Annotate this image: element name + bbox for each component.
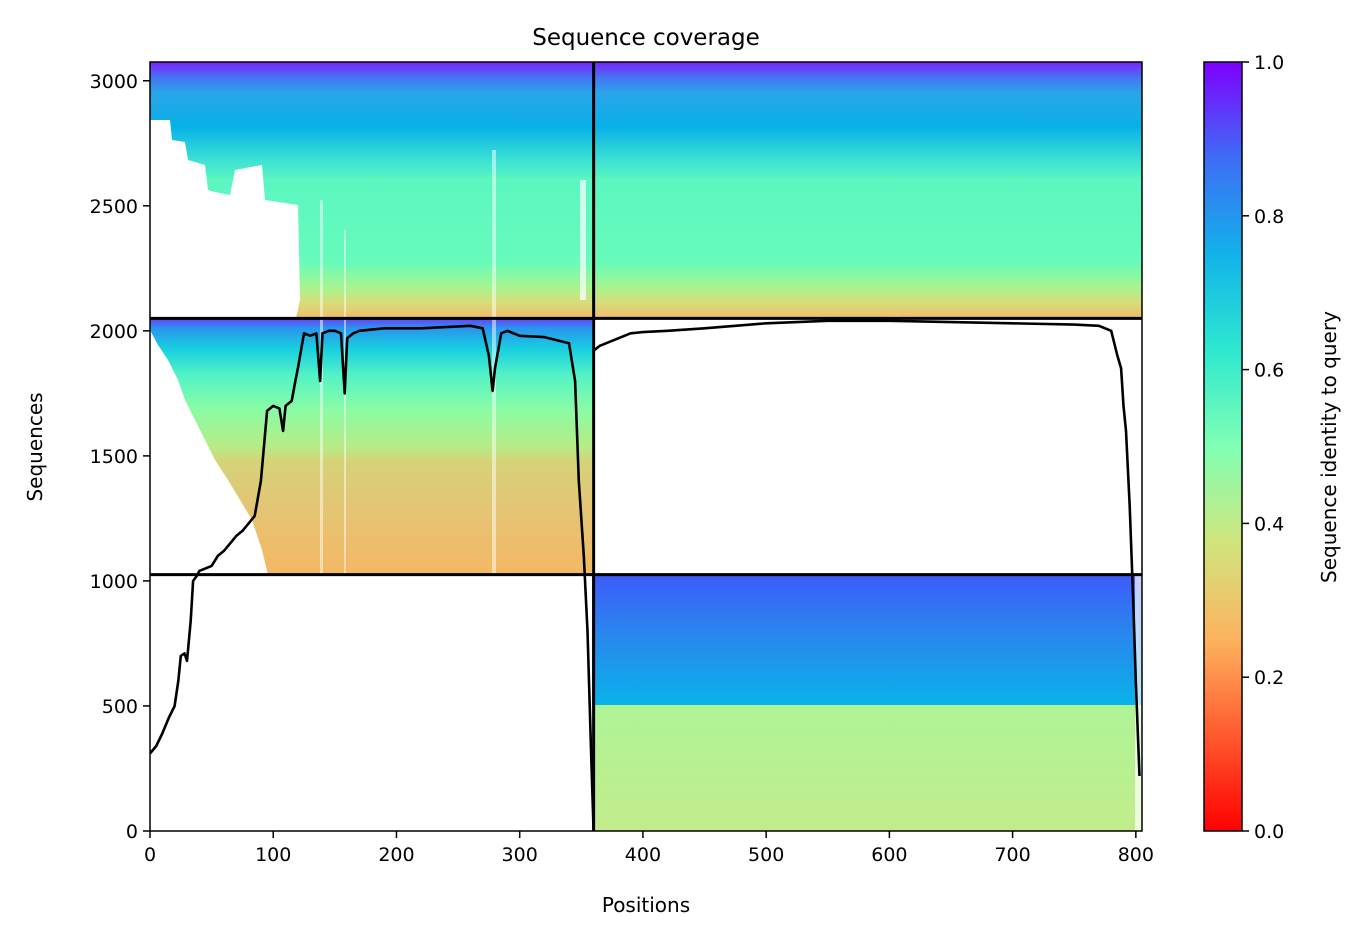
coverage-line-1 xyxy=(148,324,595,832)
colorbar-tick-label: 0.2 xyxy=(1254,667,1284,689)
colorbar-tick-label: 0.0 xyxy=(1254,821,1284,843)
heatmap-gap-column xyxy=(344,230,346,575)
x-axis-label: Positions xyxy=(602,893,690,917)
colorbar-tick-label: 0.6 xyxy=(1254,360,1284,382)
y-tick-label: 3000 xyxy=(90,71,138,93)
y-tick-label: 0 xyxy=(126,821,138,843)
y-tick-label: 2500 xyxy=(90,196,138,218)
x-tick-label: 200 xyxy=(378,844,414,866)
coverage-lines xyxy=(148,319,1141,832)
colorbar-tick-label: 0.8 xyxy=(1254,206,1284,228)
y-tick-label: 1500 xyxy=(90,446,138,468)
colorbar xyxy=(1203,61,1243,832)
x-tick-label: 800 xyxy=(1118,844,1154,866)
y-axis-label: Sequences xyxy=(23,392,47,501)
y-axis-ticks: 0 500 1000 1500 2000 2500 3000 xyxy=(90,71,150,843)
plot-frame xyxy=(149,61,1143,832)
heatmap-gap-lower-right xyxy=(1135,575,1142,831)
colorbar-tick-label: 1.0 xyxy=(1254,52,1284,74)
y-tick-label: 500 xyxy=(102,696,138,718)
heatmap-block-lower-green xyxy=(592,705,1142,831)
heatmap-gap-column xyxy=(492,150,496,575)
colorbar-label: Sequence identity to query xyxy=(1317,311,1341,583)
y-tick-label: 2000 xyxy=(90,321,138,343)
heatmap-gap-column xyxy=(320,200,323,575)
heatmap-gap-middle-left xyxy=(150,330,268,575)
y-tick-label: 1000 xyxy=(90,571,138,593)
x-tick-label: 500 xyxy=(748,844,784,866)
x-axis-ticks: 0 100 200 300 400 500 600 700 800 xyxy=(144,831,1154,866)
x-tick-label: 100 xyxy=(255,844,291,866)
coverage-heatmap xyxy=(150,62,1142,831)
x-tick-label: 0 xyxy=(144,844,156,866)
x-tick-label: 300 xyxy=(502,844,538,866)
heatmap-gap-column xyxy=(580,180,586,300)
x-tick-label: 400 xyxy=(625,844,661,866)
colorbar-tick-label: 0.4 xyxy=(1254,513,1284,535)
block-boundaries xyxy=(150,62,1142,831)
chart-title: Sequence coverage xyxy=(532,25,760,51)
heatmap-block-top xyxy=(150,62,1142,318)
x-tick-label: 600 xyxy=(871,844,907,866)
heatmap-block-lower-blue xyxy=(592,575,1142,705)
coverage-line-2 xyxy=(592,319,1141,777)
colorbar-ticks: 0.0 0.2 0.4 0.6 0.8 1.0 xyxy=(1242,52,1284,843)
x-tick-label: 700 xyxy=(994,844,1030,866)
heatmap-gap-top-left xyxy=(150,120,300,318)
